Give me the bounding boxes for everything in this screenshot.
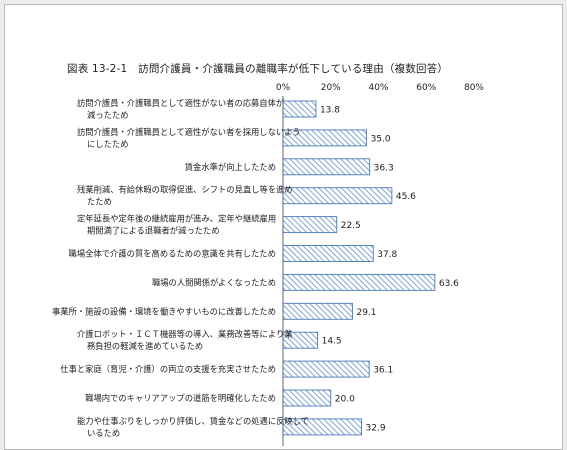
category-label: 仕事と家庭（育児・介護）の両立の支援を充実させたため bbox=[60, 364, 276, 374]
x-tick-label: 40% bbox=[368, 83, 388, 93]
bars bbox=[282, 100, 436, 436]
data-label: 36.1 bbox=[373, 366, 393, 376]
x-tick-label: 60% bbox=[416, 83, 436, 93]
data-label: 36.3 bbox=[374, 163, 394, 173]
category-label: 職場内でのキャリアアップの道筋を明確化したため bbox=[85, 393, 276, 403]
bar bbox=[282, 187, 393, 205]
category-label: 事業所・施設の設備・環境を働きやすいものに改善したため bbox=[52, 306, 276, 316]
bar bbox=[282, 216, 338, 234]
category-label: 訪問介護員・介護職員として適性がない者を採用しないようにしたため bbox=[77, 127, 301, 149]
bar bbox=[282, 273, 436, 291]
data-label: 37.8 bbox=[377, 250, 397, 260]
x-tick-label: 80% bbox=[464, 83, 484, 93]
data-label: 22.5 bbox=[341, 221, 361, 231]
data-label: 29.1 bbox=[356, 308, 376, 318]
data-label: 14.5 bbox=[322, 337, 342, 347]
bar bbox=[282, 245, 374, 262]
x-axis-ticks: 0% 20% 40% 60% 80% bbox=[276, 83, 485, 93]
data-label: 63.6 bbox=[439, 279, 459, 289]
category-label: 賃金水準が向上したため bbox=[185, 162, 276, 172]
category-label: 介護ロボット・ＩＣＴ機器等の導入、業務改善等により業務負担の軽減を進めているため bbox=[77, 329, 293, 351]
bar bbox=[282, 389, 332, 407]
value-labels: 13.8 35.0 36.3 45.6 22.5 37.8 63.6 29.1 14.5 36.1… bbox=[320, 106, 459, 434]
data-label: 32.9 bbox=[366, 423, 386, 433]
x-tick-label: 0% bbox=[276, 83, 291, 93]
chart-title: 図表 13-2-1 訪問介護員・介護職員の離職率が低下している理由（複数回答） bbox=[67, 63, 449, 75]
category-label: 職場の人間関係がよくなったため bbox=[152, 277, 276, 287]
bar bbox=[282, 100, 317, 118]
data-label: 45.6 bbox=[396, 192, 416, 202]
category-label: 能力や仕事ぶりをしっかり評価し、賃金などの処遇に反映しているため bbox=[77, 416, 309, 438]
data-label: 13.8 bbox=[320, 106, 340, 116]
bar bbox=[282, 360, 370, 378]
category-label: 職場全体で介護の質を高めるための意識を共有したため bbox=[69, 249, 276, 259]
category-label: 残業削減、有給休暇の取得促進、シフトの見直し等を進めたため bbox=[77, 185, 293, 207]
category-label: 訪問介護員・介護職員として適性がない者の応募自体が減ったため bbox=[77, 98, 285, 120]
bar bbox=[282, 302, 353, 320]
category-label: 定年延長や定年後の継続雇用が進み、定年や継続雇用期間満了による退職者が減ったため bbox=[77, 214, 276, 236]
bar bbox=[282, 158, 371, 176]
data-label: 20.0 bbox=[335, 395, 355, 405]
data-label: 35.0 bbox=[371, 134, 391, 144]
x-tick-label: 20% bbox=[321, 83, 341, 93]
category-labels: 訪問介護員・介護職員として適性がない者の応募自体が減ったため訪問介護員・介護職員… bbox=[52, 98, 309, 438]
